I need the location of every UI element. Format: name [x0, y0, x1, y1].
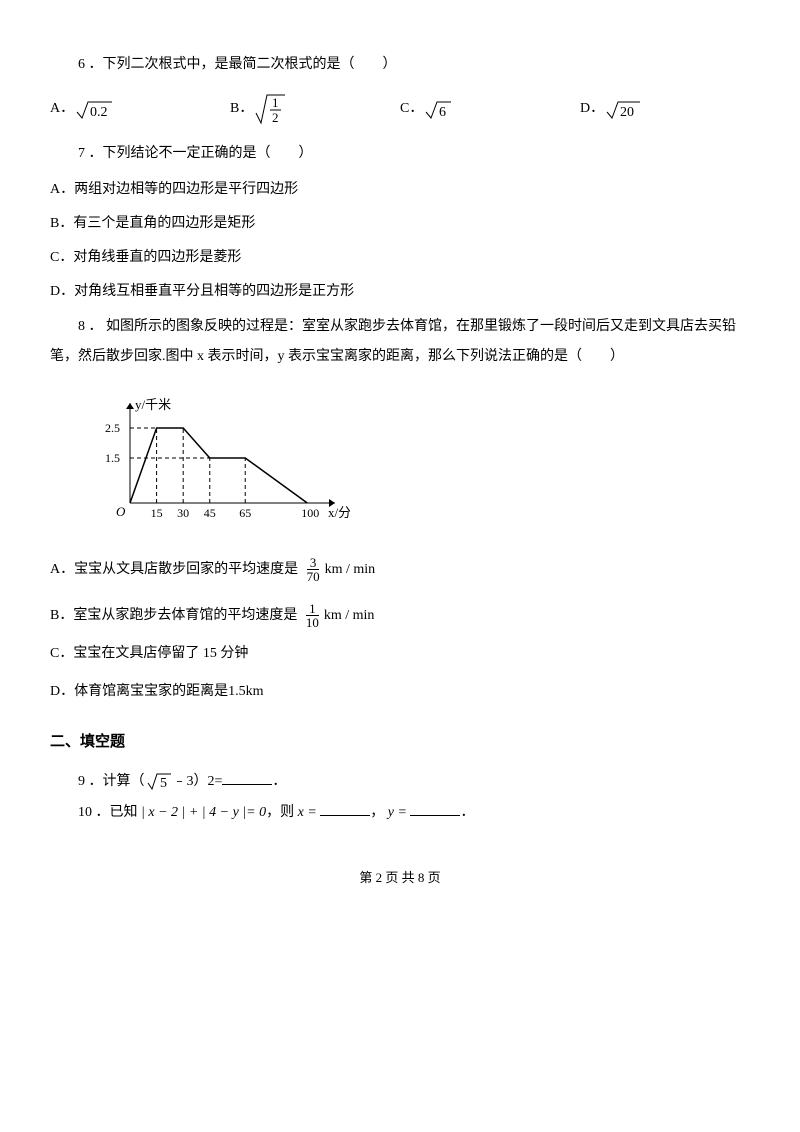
q6-options: A． 0.2 B． 1 2 C． 6 D． [50, 91, 750, 129]
sqrt-icon: 20 [604, 98, 642, 122]
q7-choice-c: C．对角线垂直的四边形是菱形 [50, 244, 750, 272]
q8-choice-c: C．宝宝在文具店停留了 15 分钟 [50, 640, 750, 668]
frac-num: 1 [272, 95, 279, 110]
frac-den: 70 [304, 570, 323, 583]
q6-option-b: B． 1 2 [230, 91, 390, 129]
sqrt-icon: 0.2 [74, 98, 114, 122]
q10-expr: | x − 2 | + | 4 − y |= 0 [141, 805, 266, 820]
svg-text:15: 15 [151, 506, 163, 520]
q8-choice-d: D．体育馆离宝宝家的距离是1.5km [50, 678, 750, 706]
q6-text: ．下列二次根式中，是最简二次根式的是（ ） [89, 57, 397, 72]
choice-pre: D．体育馆离宝宝家的距离是 [50, 684, 228, 699]
q10-tail: ． [460, 805, 474, 820]
svg-text:2.5: 2.5 [105, 421, 120, 435]
q6-number: 6 [78, 57, 85, 72]
svg-text:30: 30 [177, 506, 189, 520]
page-footer: 第 2 页 共 8 页 [50, 864, 750, 893]
opt-label: C． [400, 94, 423, 125]
sqrt-frac-icon: 1 2 [253, 91, 289, 129]
svg-text:1.5: 1.5 [105, 451, 120, 465]
sqrt-icon: 5 [145, 771, 173, 793]
opt-label: B． [230, 94, 253, 125]
q9-pre: ．计算（ [89, 774, 145, 789]
q9-tail: ． [272, 774, 286, 789]
sqrt-val: 5 [160, 776, 167, 791]
line-chart: 1.5 2.5 15 30 45 65 100 Oy/千米 x/分 [90, 388, 350, 528]
question-8: 8 ． 如图所示的图象反映的过程是：室室从家跑步去体育馆，在那里锻炼了一段时间后… [50, 312, 750, 374]
fraction: 3 70 [304, 556, 323, 583]
blank [222, 770, 272, 785]
svg-text:45: 45 [204, 506, 216, 520]
svg-text:65: 65 [239, 506, 251, 520]
question-6: 6 ．下列二次根式中，是最简二次根式的是（ ） [50, 50, 750, 81]
q8-choice-b: B．室宝从家跑步去体育馆的平均速度是 1 10 km / min [50, 602, 750, 630]
choice-pre: B．室宝从家跑步去体育馆的平均速度是 [50, 608, 297, 623]
q6-option-c: C． 6 [400, 94, 570, 125]
section-2-title: 二、填空题 [50, 726, 750, 759]
q10-pre: ．已知 [96, 805, 138, 820]
svg-text:y/千米: y/千米 [135, 397, 171, 412]
choice-pre: A．宝宝从文具店散步回家的平均速度是 [50, 562, 298, 577]
q7-choice-a: A．两组对边相等的四边形是平行四边形 [50, 176, 750, 204]
q8-chart: 1.5 2.5 15 30 45 65 100 Oy/千米 x/分 [90, 388, 750, 541]
unit: km / min [324, 608, 375, 623]
frac-den: 10 [303, 616, 322, 629]
q7-text: ．下列结论不一定正确的是（ ） [89, 146, 313, 161]
sqrt-val: 20 [620, 105, 634, 120]
question-10: 10 ．已知 | x − 2 | + | 4 − y |= 0，则 x = ， … [50, 798, 750, 829]
q8-number: 8 [78, 319, 85, 334]
q8-paren: （ ） [568, 349, 624, 364]
q7-choice-b: B．有三个是直角的四边形是矩形 [50, 210, 750, 238]
frac-den: 2 [272, 110, 279, 125]
sqrt-icon: 6 [423, 98, 453, 122]
blank [410, 801, 460, 816]
q7-number: 7 [78, 146, 85, 161]
opt-label: A． [50, 94, 74, 125]
q10-number: 10 [78, 805, 92, 820]
frac-num: 1 [306, 602, 319, 616]
q9-post: ﹣3）2= [173, 774, 223, 789]
svg-text:x/分: x/分 [328, 505, 350, 520]
q7-choice-d: D．对角线互相垂直平分且相等的四边形是正方形 [50, 278, 750, 306]
q10-mid1: ，则 [266, 805, 294, 820]
fraction: 1 10 [303, 602, 322, 629]
q10-var1: x = [298, 805, 317, 820]
q8-text: ． 如图所示的图象反映的过程是：室室从家跑步去体育馆，在那里锻炼了一段时间后又走… [50, 319, 736, 365]
q10-mid2: ， [370, 805, 384, 820]
sqrt-val: 6 [439, 105, 446, 120]
q9-number: 9 [78, 774, 85, 789]
question-7: 7 ．下列结论不一定正确的是（ ） [50, 139, 750, 170]
opt-label: D． [580, 94, 604, 125]
svg-text:100: 100 [301, 506, 319, 520]
q6-option-d: D． 20 [580, 94, 642, 125]
q8-choice-a: A．宝宝从文具店散步回家的平均速度是 3 70 km / min [50, 556, 750, 584]
question-9: 9 ．计算（ 5 ﹣3）2= ． [50, 767, 750, 798]
frac-num: 3 [307, 556, 320, 570]
q10-var2: y = [388, 805, 407, 820]
val: 1.5km [228, 684, 263, 699]
blank [320, 801, 370, 816]
q6-option-a: A． 0.2 [50, 94, 220, 125]
unit: km / min [325, 562, 376, 577]
sqrt-val: 0.2 [90, 105, 108, 120]
svg-text:O: O [116, 504, 126, 519]
